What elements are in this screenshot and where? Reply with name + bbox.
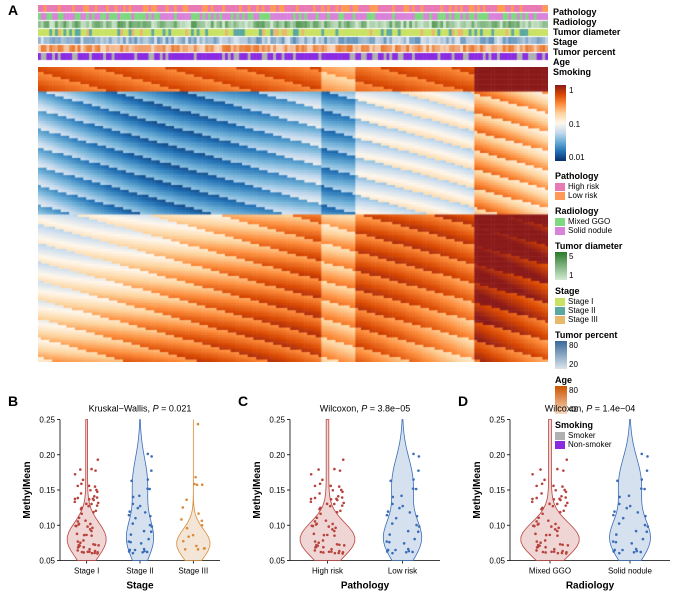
swatch-icon xyxy=(555,183,565,191)
svg-text:Stage: Stage xyxy=(126,581,154,592)
panel-b-label: B xyxy=(8,393,18,409)
svg-text:High risk: High risk xyxy=(312,567,344,576)
panel-d-label: D xyxy=(458,393,468,409)
legend-tumor-diameter: Tumor diameter 5 1 xyxy=(555,241,680,280)
legend-radiology: Radiology Mixed GGO Solid nodule xyxy=(555,206,680,235)
violin-b-svg: 0.05 0.10 0.15 0.20 0.25 MethylMean Stage Krusk… xyxy=(18,395,228,595)
svg-text:Wilcoxon, P = 3.8e−05: Wilcoxon, P = 3.8e−05 xyxy=(320,404,411,414)
svg-text:Stage III: Stage III xyxy=(178,567,208,576)
colorbar-canvas xyxy=(555,85,566,161)
legend-pathology: Pathology High risk Low risk xyxy=(555,171,680,200)
swatch-icon xyxy=(555,227,565,235)
legend-stage: Stage Stage I Stage II Stage III xyxy=(555,286,680,324)
track-label-pathology: Pathology xyxy=(553,7,620,17)
svg-text:0.10: 0.10 xyxy=(269,521,285,530)
legend-label: High risk xyxy=(568,182,599,191)
grad-high: 80 xyxy=(569,386,578,395)
heatmap-canvas xyxy=(38,67,548,362)
violin-c-svg: 0.05 0.10 0.15 0.20 0.25 MethylMean Pathology W… xyxy=(248,395,448,595)
svg-text:MethylMean: MethylMean xyxy=(252,461,263,518)
legend-pathology-item-1: Low risk xyxy=(555,191,680,200)
panel-a-label: A xyxy=(8,2,18,18)
svg-text:Solid nodule: Solid nodule xyxy=(608,567,653,576)
svg-text:Kruskal−Wallis, P = 0.021: Kruskal−Wallis, P = 0.021 xyxy=(89,404,192,414)
panel-b: 0.05 0.10 0.15 0.20 0.25 MethylMean Stage Krusk… xyxy=(18,395,228,595)
grad-high: 5 xyxy=(569,252,573,261)
svg-text:Pathology: Pathology xyxy=(341,581,390,592)
legend-tumor-percent: Tumor percent 80 20 xyxy=(555,330,680,369)
swatch-icon xyxy=(555,307,565,315)
violin-d-svg: 0.05 0.10 0.15 0.20 0.25 MethylMean Radiology W… xyxy=(468,395,678,595)
track-label-smoking: Smoking xyxy=(553,67,620,77)
legend-pathology-item-0: High risk xyxy=(555,182,680,191)
svg-text:0.15: 0.15 xyxy=(39,486,55,495)
legend-label: Mixed GGO xyxy=(568,217,610,226)
grad-low: 20 xyxy=(569,360,578,369)
svg-text:0.25: 0.25 xyxy=(269,416,285,425)
swatch-icon xyxy=(555,218,565,226)
legend-label: Stage II xyxy=(568,306,596,315)
legend-stage-title: Stage xyxy=(555,286,680,296)
legend-stage-item-1: Stage II xyxy=(555,306,680,315)
colorbar-tick-3: 0.01 xyxy=(569,153,585,162)
gradient-icon xyxy=(555,252,567,280)
legend-radiology-item-1: Solid nodule xyxy=(555,226,680,235)
panel-d: 0.05 0.10 0.15 0.20 0.25 MethylMean Radiology W… xyxy=(468,395,678,595)
track-label-radiology: Radiology xyxy=(553,17,620,27)
grad-high: 80 xyxy=(569,341,578,350)
svg-text:Radiology: Radiology xyxy=(566,581,615,592)
svg-text:0.20: 0.20 xyxy=(39,451,55,460)
tracks-canvas xyxy=(38,5,548,65)
legend-stage-item-2: Stage III xyxy=(555,315,680,324)
track-label-stage: Stage xyxy=(553,37,620,47)
track-labels: Pathology Radiology Tumor diameter Stage… xyxy=(553,7,620,77)
svg-text:0.10: 0.10 xyxy=(39,521,55,530)
heatmap-colorbar: 1 0.1 0.01 xyxy=(555,85,680,163)
svg-text:0.25: 0.25 xyxy=(39,416,55,425)
svg-text:0.05: 0.05 xyxy=(269,557,285,566)
svg-text:0.05: 0.05 xyxy=(39,557,55,566)
panel-a xyxy=(20,5,550,375)
svg-text:Mixed GGO: Mixed GGO xyxy=(529,567,571,576)
annotation-tracks xyxy=(38,5,548,65)
svg-text:0.15: 0.15 xyxy=(269,486,285,495)
legend-radiology-item-0: Mixed GGO xyxy=(555,217,680,226)
svg-text:0.20: 0.20 xyxy=(489,451,505,460)
svg-text:0.25: 0.25 xyxy=(489,416,505,425)
legend-label: Stage I xyxy=(568,297,593,306)
track-label-tumor-percent: Tumor percent xyxy=(553,47,620,57)
track-label-age: Age xyxy=(553,57,620,67)
legend-stage-item-0: Stage I xyxy=(555,297,680,306)
svg-text:Stage II: Stage II xyxy=(126,567,154,576)
svg-text:0.05: 0.05 xyxy=(489,557,505,566)
svg-text:0.20: 0.20 xyxy=(269,451,285,460)
legend-label: Low risk xyxy=(568,191,597,200)
svg-text:MethylMean: MethylMean xyxy=(472,461,483,518)
svg-text:Stage I: Stage I xyxy=(74,567,99,576)
legend-radiology-title: Radiology xyxy=(555,206,680,216)
panel-c: 0.05 0.10 0.15 0.20 0.25 MethylMean Pathology W… xyxy=(248,395,448,595)
legend-pathology-title: Pathology xyxy=(555,171,680,181)
svg-text:0.10: 0.10 xyxy=(489,521,505,530)
legend-tp-title: Tumor percent xyxy=(555,330,680,340)
swatch-icon xyxy=(555,298,565,306)
track-label-tumor-diameter: Tumor diameter xyxy=(553,27,620,37)
panel-c-label: C xyxy=(238,393,248,409)
colorbar-tick-2: 0.1 xyxy=(569,120,585,129)
swatch-icon xyxy=(555,316,565,324)
legend-td-title: Tumor diameter xyxy=(555,241,680,251)
svg-text:0.15: 0.15 xyxy=(489,486,505,495)
gradient-icon xyxy=(555,341,567,369)
legend-age-title: Age xyxy=(555,375,680,385)
colorbar-tick-1: 1 xyxy=(569,86,585,95)
grad-low: 1 xyxy=(569,271,573,280)
svg-text:MethylMean: MethylMean xyxy=(22,461,33,518)
legend-label: Solid nodule xyxy=(568,226,612,235)
svg-text:Wilcoxon, P = 1.4e−04: Wilcoxon, P = 1.4e−04 xyxy=(545,404,636,414)
svg-text:Low risk: Low risk xyxy=(388,567,418,576)
legend-label: Stage III xyxy=(568,315,598,324)
swatch-icon xyxy=(555,192,565,200)
